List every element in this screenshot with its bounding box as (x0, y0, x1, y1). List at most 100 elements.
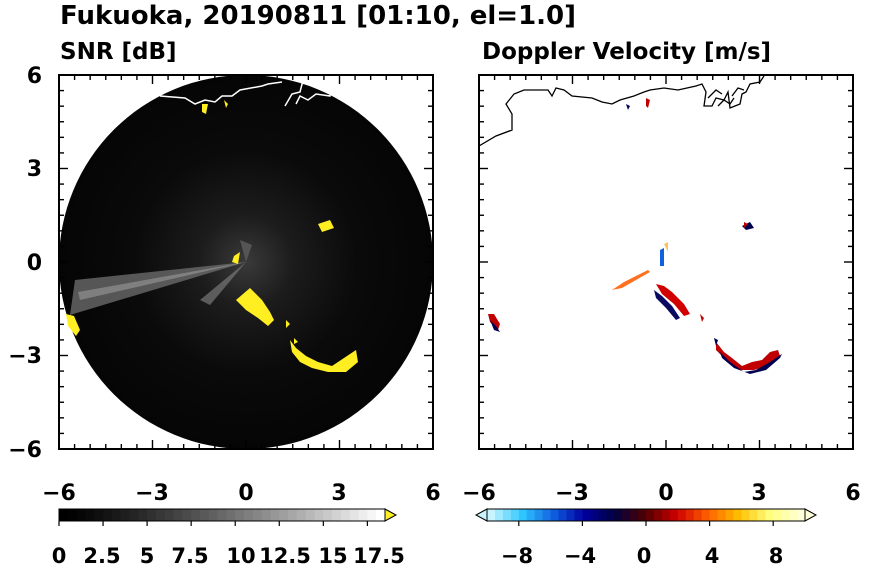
colorbar-swatch (518, 509, 528, 521)
colorbar-swatch (757, 509, 766, 521)
snr-panel-title: SNR [dB] (60, 39, 177, 65)
doppler-coastline (479, 75, 765, 147)
colorbar-extend-max (384, 508, 398, 522)
colorbar-swatch (630, 509, 639, 521)
colorbar-swatch (376, 509, 386, 521)
snr-colorbar-tick: 17.5 (353, 544, 405, 568)
doppler-colorbar-tick: 8 (769, 544, 784, 568)
colorbar-swatch (252, 509, 263, 521)
colorbar-swatch (741, 509, 750, 521)
doppler-panel: Doppler Velocity [m/s] (462, 39, 861, 568)
colorbar-swatch (226, 509, 236, 521)
doppler-colorbar-tick: −4 (564, 544, 596, 568)
colorbar-swatch (279, 509, 289, 521)
colorbar-extend-min (474, 508, 488, 522)
colorbar-swatch (685, 509, 695, 521)
colorbar-swatch (191, 509, 201, 521)
colorbar-swatch (661, 509, 671, 521)
colorbar-swatch (638, 509, 647, 521)
colorbar-swatch (797, 509, 806, 521)
colorbar-swatch (725, 509, 734, 521)
colorbar-swatch (590, 509, 599, 521)
colorbar-swatch (67, 509, 78, 521)
colorbar-swatch (669, 509, 679, 521)
colorbar-swatch (701, 509, 711, 521)
colorbar-swatch (542, 509, 552, 521)
colorbar-swatch (646, 509, 655, 521)
snr-xtick-label: −6 (42, 481, 76, 506)
doppler-xtick-label: 3 (751, 481, 766, 506)
colorbar-swatch (494, 509, 504, 521)
colorbar-swatch (717, 509, 726, 521)
doppler-xtick-label: 6 (845, 481, 860, 506)
colorbar-swatch (85, 509, 95, 521)
snr-ytick-label: −6 (8, 438, 42, 463)
colorbar-swatch (147, 509, 157, 521)
snr-colorbar-tick: 15 (318, 544, 347, 568)
colorbar-swatch (606, 509, 615, 521)
snr-colorbar-tick: 10 (226, 544, 255, 568)
colorbar-swatch (781, 509, 790, 521)
doppler-panel-title: Doppler Velocity [m/s] (482, 39, 771, 65)
colorbar-extend-max (804, 508, 818, 522)
doppler-xtick-label: 0 (658, 481, 673, 506)
colorbar-swatch (314, 509, 324, 521)
snr-echo-cells (66, 100, 358, 372)
colorbar-swatch (129, 509, 139, 521)
colorbar-frame (58, 508, 386, 522)
snr-xtick-label: 3 (331, 481, 346, 506)
colorbar-swatch (773, 509, 782, 521)
colorbar-swatch (235, 509, 245, 521)
colorbar-swatch (358, 509, 368, 521)
doppler-colorbar (474, 508, 818, 526)
doppler-colorbar-tick: −8 (501, 544, 533, 568)
colorbar-swatch (558, 509, 567, 521)
colorbar-swatch (59, 509, 69, 521)
colorbar-swatch (622, 509, 631, 521)
colorbar-swatch (765, 509, 774, 521)
colorbar-swatch (111, 509, 122, 521)
colorbar-swatch (349, 509, 360, 521)
doppler-axis-ticks (478, 74, 854, 450)
colorbar-swatch (693, 509, 703, 521)
snr-colorbar-tick: 7.5 (171, 544, 208, 568)
colorbar-swatch (261, 509, 271, 521)
snr-colorbar-tick: 12.5 (259, 544, 311, 568)
doppler-colorbar-tick: 0 (637, 544, 652, 568)
colorbar-swatch (550, 509, 560, 521)
colorbar-swatch (340, 509, 351, 521)
snr-colorbar-tick: 2.5 (83, 544, 120, 568)
snr-colorbar-tick: 5 (140, 544, 155, 568)
snr-ytick-label: 0 (27, 251, 42, 276)
colorbar-swatch (305, 509, 316, 521)
colorbar-swatch (164, 509, 175, 521)
colorbar-swatch (566, 509, 575, 521)
colorbar-swatch (182, 509, 192, 521)
snr-xtick-label: 0 (238, 481, 253, 506)
colorbar-swatch (155, 509, 166, 521)
doppler-xtick-label: −3 (555, 481, 589, 506)
colorbar-swatch (270, 509, 280, 521)
colorbar-swatch (296, 509, 307, 521)
colorbar-swatch (173, 509, 183, 521)
colorbar-swatch (244, 509, 254, 521)
colorbar-swatch (138, 509, 148, 521)
snr-colorbar (58, 508, 398, 526)
snr-colorbar-tick: 0 (52, 544, 67, 568)
doppler-echo-cells (488, 98, 782, 374)
colorbar-swatch (120, 509, 130, 521)
colorbar-swatch (749, 509, 758, 521)
colorbar-swatch (574, 509, 583, 521)
snr-ytick-label: −3 (8, 344, 42, 369)
colorbar-swatch (789, 509, 798, 521)
colorbar-swatch (733, 509, 742, 521)
colorbar-swatch (367, 509, 377, 521)
colorbar-swatch (199, 509, 210, 521)
colorbar-swatch (653, 509, 663, 521)
colorbar-swatch (487, 509, 496, 521)
doppler-colorbar-tick: 4 (705, 544, 720, 568)
colorbar-swatch (534, 509, 544, 521)
colorbar-swatch (323, 509, 333, 521)
colorbar-swatch (76, 509, 86, 521)
